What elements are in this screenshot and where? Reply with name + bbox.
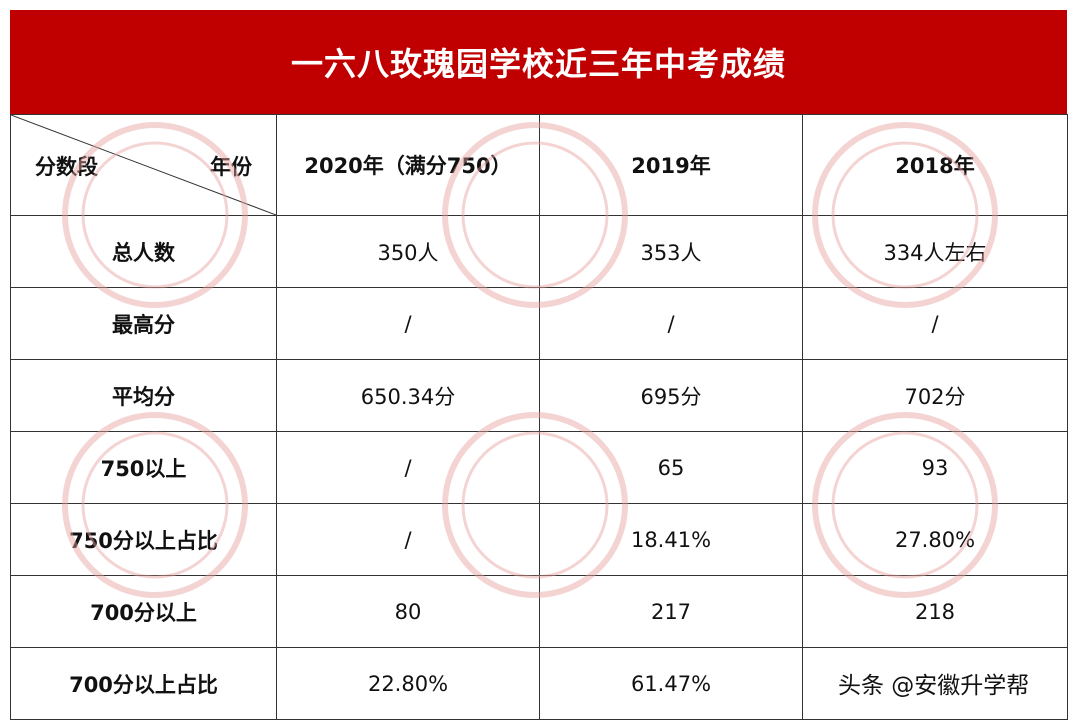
year-header: 年份	[210, 155, 252, 179]
table-cell: /	[276, 431, 540, 504]
table-cell: /	[276, 287, 540, 360]
table-cell: 695分	[539, 359, 803, 432]
attribution-label: 头条 @安徽升学帮	[838, 673, 1030, 699]
table-cell: 702分	[802, 359, 1068, 432]
row-label: 700分以上	[10, 575, 277, 648]
row-label: 700分以上占比	[10, 647, 277, 720]
row-label: 平均分	[10, 359, 277, 432]
table-cell: 22.80%	[276, 647, 540, 720]
table-cell: /	[276, 503, 540, 576]
table-cell: 650.34分	[276, 359, 540, 432]
row-label: 750以上	[10, 431, 277, 504]
table-cell: 18.41%	[539, 503, 803, 576]
diagonal-divider	[11, 115, 276, 215]
table-cell: 93	[802, 431, 1068, 504]
year-header-2020: 2020年（满分750）	[276, 114, 540, 216]
table-row: 最高分 / / /	[10, 287, 1068, 360]
table-cell: /	[802, 287, 1068, 360]
table-row: 700分以上 80 217 218	[10, 575, 1068, 648]
year-header-2019: 2019年	[539, 114, 803, 216]
row-label: 750分以上占比	[10, 503, 277, 576]
year-header-2018: 2018年	[802, 114, 1068, 216]
table-cell: 218	[802, 575, 1068, 648]
row-label: 总人数	[10, 215, 277, 288]
corner-header-cell: 分数段 年份	[10, 114, 277, 216]
table-cell: 27.80%	[802, 503, 1068, 576]
table-cell: 61.47%	[539, 647, 803, 720]
table-cell: 65	[539, 431, 803, 504]
table-cell: /	[539, 287, 803, 360]
score-table: 分数段 年份 2020年（满分750） 2019年 2018年 总人数 350人…	[10, 114, 1068, 720]
page-title: 一六八玫瑰园学校近三年中考成绩	[10, 10, 1067, 114]
table-row: 750以上 / 65 93	[10, 431, 1068, 504]
table-row: 平均分 650.34分 695分 702分	[10, 359, 1068, 432]
table-row: 总人数 350人 353人 334人左右	[10, 215, 1068, 288]
table-cell: 334人左右	[802, 215, 1068, 288]
table-cell: 80	[276, 575, 540, 648]
header-row: 分数段 年份 2020年（满分750） 2019年 2018年	[10, 114, 1068, 216]
table-cell: 217	[539, 575, 803, 648]
table-row: 700分以上占比 22.80% 61.47%	[10, 647, 1068, 720]
table-cell: 353人	[539, 215, 803, 288]
score-range-header: 分数段	[35, 155, 98, 179]
row-label: 最高分	[10, 287, 277, 360]
table-cell: 350人	[276, 215, 540, 288]
table-cell	[802, 647, 1068, 720]
table-row: 750分以上占比 / 18.41% 27.80%	[10, 503, 1068, 576]
